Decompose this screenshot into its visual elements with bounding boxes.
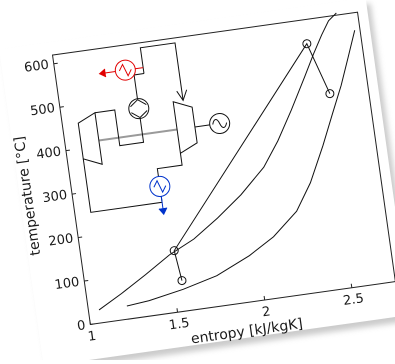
- series-line-1: [98, 12, 337, 311]
- y-tick-label: 500: [29, 101, 56, 119]
- y-tick: [78, 236, 83, 239]
- state-point-marker: [177, 276, 187, 286]
- x-tick: [263, 295, 266, 301]
- x-tick-label: 1.5: [168, 316, 191, 334]
- y-tick: [59, 106, 64, 108]
- generator-icon: [209, 113, 231, 135]
- y-tick-label: 400: [35, 144, 62, 162]
- x-tick-label: 2: [261, 304, 271, 320]
- x-tick-label: 2.5: [342, 291, 365, 309]
- y-tick-label: 100: [54, 275, 81, 293]
- pipe-to-turbine: [139, 42, 184, 101]
- cooler-icon: [149, 175, 171, 216]
- y-tick-label: 0: [76, 318, 86, 334]
- flow-arrow: [176, 89, 188, 102]
- y-tick: [53, 62, 58, 65]
- turbine-icon: [172, 101, 198, 155]
- y-tick: [65, 149, 70, 152]
- markers: [169, 39, 335, 286]
- curves: [98, 12, 356, 311]
- x-tick: [350, 283, 353, 288]
- series-line-3: [173, 42, 331, 281]
- x-tick: [89, 320, 91, 325]
- series-line-2: [126, 30, 356, 307]
- pipe-turbine-out: [156, 153, 183, 177]
- y-tick: [84, 279, 89, 282]
- y-tick-label: 600: [23, 58, 50, 76]
- x-tick-label: 1: [87, 329, 97, 345]
- shaft-line: [97, 128, 178, 142]
- state-point-marker: [302, 39, 312, 49]
- compressor-icon: [77, 111, 103, 165]
- state-point-marker: [169, 246, 179, 256]
- x-tick: [176, 308, 179, 313]
- y-tick: [71, 193, 77, 195]
- cycle-schematic: [77, 42, 231, 216]
- y-tick: [90, 323, 95, 325]
- heater-icon: [98, 59, 144, 81]
- generator-shaft: [194, 124, 210, 128]
- state-point-marker: [325, 89, 335, 99]
- plot-frame: [51, 11, 395, 326]
- y-tick-label: 200: [48, 231, 75, 249]
- y-tick-label: 300: [42, 188, 69, 206]
- pipe-compressor-out: [94, 109, 145, 147]
